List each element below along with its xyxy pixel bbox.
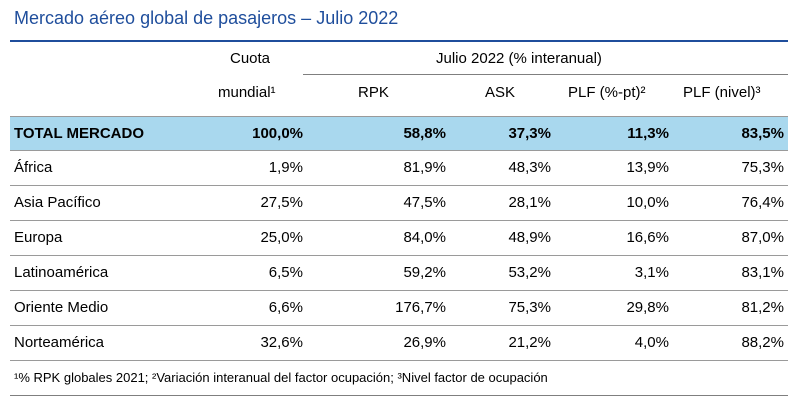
ask-cell: 53,2% [508, 264, 551, 281]
rpk-cell: 59,2% [403, 264, 446, 281]
ask-cell: 75,3% [508, 299, 551, 316]
ask-cell: 48,3% [508, 159, 551, 176]
cuota-cell: 6,5% [268, 264, 303, 281]
plf-pt-cell: 16,6% [626, 229, 669, 246]
cuota-cell: 6,6% [268, 299, 303, 316]
region-cell: Asia Pacífico [14, 194, 101, 211]
header-cuota-line2: mundial¹ [218, 84, 276, 101]
region-cell: Europa [14, 229, 63, 246]
rpk-cell: 176,7% [395, 299, 446, 316]
cuota-cell: 32,6% [260, 334, 303, 351]
rpk-cell: 47,5% [403, 194, 446, 211]
plf-pt-cell: 10,0% [626, 194, 669, 211]
header-ask: ASK [485, 84, 516, 101]
table-row: África 1,9% 81,9% 48,3% 13,9% 75,3% [10, 151, 788, 186]
header-rpk: RPK [358, 84, 389, 101]
cuota-cell: 25,0% [260, 229, 303, 246]
region-cell: Latinoamérica [14, 264, 109, 281]
footer-divider [10, 395, 788, 396]
table-row: Norteamérica 32,6% 26,9% 21,2% 4,0% 88,2… [10, 326, 788, 361]
plf-level-cell: 75,3% [741, 159, 784, 176]
table-row: Oriente Medio 6,6% 176,7% 75,3% 29,8% 81… [10, 291, 788, 326]
ask-cell: 21,2% [508, 334, 551, 351]
plf-level-cell: 88,2% [741, 334, 784, 351]
ask-cell: 28,1% [508, 194, 551, 211]
table-row: Europa 25,0% 84,0% 48,9% 16,6% 87,0% [10, 221, 788, 256]
table-row: Latinoamérica 6,5% 59,2% 53,2% 3,1% 83,1… [10, 256, 788, 291]
region-cell: Oriente Medio [14, 299, 109, 316]
plf-level-cell: 76,4% [741, 194, 784, 211]
ask-cell: 37,3% [508, 125, 551, 142]
plf-level-cell: 83,1% [741, 264, 784, 281]
region-cell: TOTAL MERCADO [14, 125, 144, 142]
data-table: TOTAL MERCADO 100,0% 58,8% 37,3% 11,3% 8… [10, 116, 788, 361]
table-row: Asia Pacífico 27,5% 47,5% 28,1% 10,0% 76… [10, 186, 788, 221]
header-cuota-line1: Cuota [230, 50, 271, 67]
footnote: ¹% RPK globales 2021; ²Variación interan… [14, 370, 548, 385]
cuota-cell: 27,5% [260, 194, 303, 211]
header-group-label: Julio 2022 (% interanual) [436, 50, 602, 67]
header-plf-level: PLF (nivel)³ [683, 84, 761, 101]
region-cell: Norteamérica [14, 334, 105, 351]
plf-pt-cell: 11,3% [627, 125, 669, 142]
cuota-cell: 100,0% [252, 125, 303, 142]
header-group-divider [303, 74, 788, 75]
header-plf-pt: PLF (%-pt)² [568, 84, 646, 101]
title-divider [10, 40, 788, 42]
rpk-cell: 58,8% [403, 125, 446, 142]
plf-pt-cell: 4,0% [634, 334, 669, 351]
table-row-total: TOTAL MERCADO 100,0% 58,8% 37,3% 11,3% 8… [10, 116, 788, 151]
rpk-cell: 84,0% [403, 229, 446, 246]
plf-pt-cell: 29,8% [626, 299, 669, 316]
page-title: Mercado aéreo global de pasajeros – Juli… [14, 8, 399, 28]
cuota-cell: 1,9% [268, 159, 303, 176]
region-cell: África [14, 159, 53, 176]
plf-level-cell: 83,5% [741, 125, 784, 142]
plf-pt-cell: 13,9% [626, 159, 669, 176]
plf-pt-cell: 3,1% [634, 264, 669, 281]
plf-level-cell: 81,2% [741, 299, 784, 316]
rpk-cell: 26,9% [403, 334, 446, 351]
ask-cell: 48,9% [508, 229, 551, 246]
rpk-cell: 81,9% [403, 159, 446, 176]
plf-level-cell: 87,0% [741, 229, 784, 246]
